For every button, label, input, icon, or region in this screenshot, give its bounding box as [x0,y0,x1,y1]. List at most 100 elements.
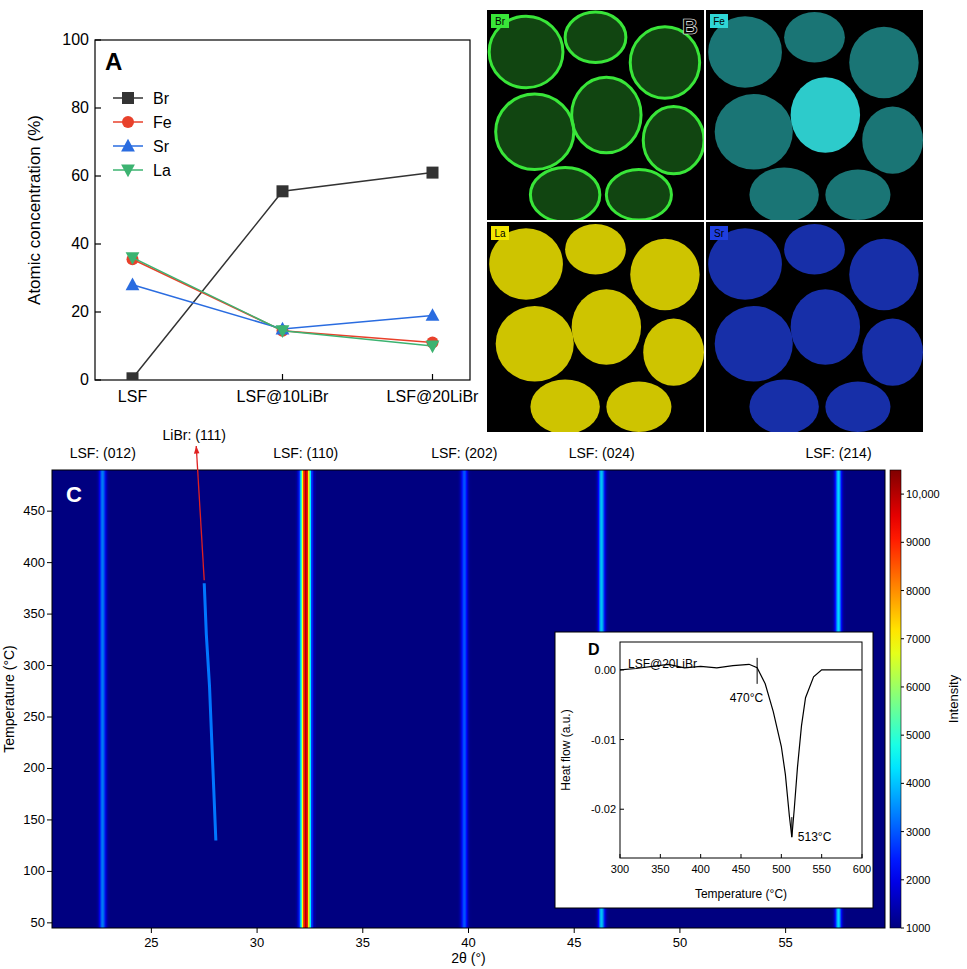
colorbar-tick [901,735,904,736]
map-frame [706,222,923,432]
particle [784,224,845,274]
x-tick-label: LSF@20LiBr [387,388,480,405]
x-tick [574,928,575,933]
series-line [620,664,862,837]
panel-d: 3003504004505005506000.00-0.01-0.02Tempe… [555,632,873,908]
map-frame [706,10,923,220]
marker [126,278,140,291]
peak-label: LSF: (024) [569,445,635,461]
x-tick-label: 450 [732,863,750,875]
plot-frame [52,470,885,928]
peak-strip [470,470,471,928]
legend-label: Sr [153,138,170,155]
peak-label: LiBr: (111) [163,427,226,443]
particle [496,306,574,382]
x-tick [660,854,661,858]
peak-strip [314,470,316,928]
y-tick-label: 300 [23,658,45,673]
map [708,12,923,220]
x-tick [700,854,701,858]
colorbar-tick [901,831,904,832]
colorbar-tick-label: 3000 [906,826,930,838]
particle [565,12,626,62]
marker [277,185,289,197]
particle [749,380,818,433]
particle [825,170,890,220]
particle [530,168,599,221]
map [489,224,704,432]
particle [530,380,599,433]
y-tick-label: 0 [80,371,89,388]
peak-strip [109,470,110,928]
x-axis-title: 2θ (°) [451,950,485,966]
y-tick-label: 20 [71,303,89,320]
y-tick-label: 400 [23,555,45,570]
data-group [126,167,440,380]
y-tick-label: 100 [23,863,45,878]
x-tick-label: 350 [651,863,669,875]
particle [643,107,704,174]
series-line [133,259,433,342]
map-label-box [710,226,728,240]
particle [643,319,704,386]
map-frame [487,222,704,432]
colorbar-tick [901,494,904,495]
y-tick-label: 450 [23,503,45,518]
map-label: Fe [713,16,725,27]
data-group [620,664,862,837]
marker [122,116,134,128]
peak-label: LSF: (214) [805,445,871,461]
marker [276,325,290,338]
peak-label: LSF: (012) [70,445,136,461]
x-tick-label: 35 [356,935,370,950]
marker [127,372,139,380]
colorbar-tick-label: 10,000 [906,488,940,500]
x-tick [468,928,469,933]
particle [572,289,641,365]
colorbar-tick [901,590,904,591]
y-axis-title: Temperature (°C) [1,645,17,753]
x-tick-label: 400 [691,863,709,875]
y-tick-label: 0.00 [595,664,616,676]
y-tick [620,809,624,810]
y-tick [47,922,52,923]
panel-a: 020406080100LSFLSF@10LiBrLSF@20LiBrAtomi… [25,31,479,405]
y-tick [47,819,52,820]
panel-letter: D [588,641,600,658]
marker [122,92,134,104]
x-axis-title: Temperature (°C) [695,887,787,901]
colorbar-tick-label: 7000 [906,633,930,645]
y-tick [47,665,52,666]
x-tick [620,854,621,858]
x-tick [679,928,680,933]
marker [427,167,439,179]
colorbar-tick-label: 8000 [906,585,930,597]
particle [862,319,923,386]
arrow-head [194,446,199,454]
map-label: Br [495,16,506,27]
y-tick-label: 200 [23,760,45,775]
y-axis-title: Atomic concentration (%) [25,115,44,305]
marker [126,252,140,265]
particle [791,289,860,365]
particle [630,239,699,310]
x-tick-label: 25 [144,935,158,950]
figure: 020406080100LSFLSF@10LiBrLSF@20LiBrAtomi… [0,0,967,969]
x-tick-label: 55 [778,935,792,950]
y-tick [47,717,52,718]
particle [496,94,574,170]
y-tick-label: 80 [71,99,89,116]
colorbar-tick-label: 2000 [906,874,930,886]
data-group [52,470,885,928]
x-tick [781,854,782,858]
y-tick [47,768,52,769]
map-frame [487,10,704,220]
panel-letter: C [66,482,82,507]
panel-c: 2530354045505550100150200250300350400450… [1,427,961,966]
marker [426,308,440,321]
x-tick [821,854,822,858]
map [708,224,923,432]
x-tick-label: LSF@10LiBr [237,388,330,405]
colorbar-tick-label: 5000 [906,729,930,741]
peak-label: LSF: (202) [431,445,497,461]
